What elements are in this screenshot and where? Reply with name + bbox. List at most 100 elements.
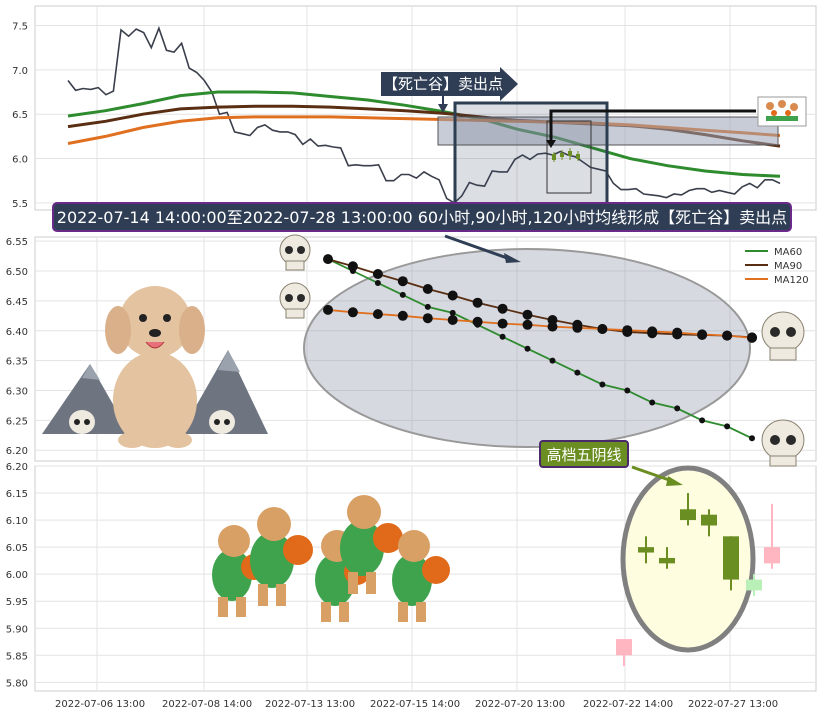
data-point xyxy=(624,387,631,394)
data-point xyxy=(547,321,558,332)
y-tick-label: 7.0 xyxy=(12,66,28,77)
candle-body xyxy=(723,536,739,580)
candle-body xyxy=(680,509,696,521)
data-point xyxy=(447,290,458,301)
y-tick-label: 6.0 xyxy=(12,155,28,166)
data-point xyxy=(374,280,381,286)
data-point xyxy=(323,254,333,265)
legend: MA60 MA90 MA120 xyxy=(745,247,809,286)
data-point xyxy=(622,325,633,336)
legend-ma120: MA120 xyxy=(774,275,809,286)
candle-body xyxy=(616,639,632,656)
y-tick-label: 6.45 xyxy=(6,297,28,308)
data-point xyxy=(597,324,608,334)
y-tick-label: 6.35 xyxy=(6,357,28,368)
banner-pointer xyxy=(444,234,511,261)
y-tick-label: 6.50 xyxy=(6,267,28,278)
x-tick-label: 2022-07-22 14:00 xyxy=(583,699,673,710)
data-point xyxy=(647,326,658,337)
candle-body xyxy=(764,547,780,564)
candle-body xyxy=(638,547,654,553)
data-point xyxy=(522,309,533,320)
skull-icon xyxy=(761,311,805,361)
y-tick-label: 6.20 xyxy=(6,446,28,457)
data-point xyxy=(422,313,433,324)
data-point xyxy=(499,333,506,340)
x-tick-label: 2022-07-13 13:00 xyxy=(265,699,355,710)
data-point xyxy=(697,329,708,340)
data-point xyxy=(649,399,656,406)
x-tick-label: 2022-07-20 13:00 xyxy=(475,699,565,710)
legend-ma60: MA60 xyxy=(774,247,802,258)
death-valley-callout-label: 【死亡谷】卖出点 xyxy=(383,75,503,93)
series-line-close xyxy=(67,25,781,204)
title-banner: 2022-07-14 14:00:00至2022-07-28 13:00:00 … xyxy=(52,202,792,232)
data-point xyxy=(747,332,757,343)
data-point xyxy=(497,318,508,329)
candle-body xyxy=(659,557,675,564)
data-point xyxy=(672,327,683,338)
skull-icon xyxy=(279,282,311,319)
data-point xyxy=(522,319,533,330)
zoom-connector xyxy=(549,109,756,142)
data-point xyxy=(574,369,581,376)
data-point xyxy=(524,345,531,352)
y-tick-label: 5.85 xyxy=(6,651,28,662)
data-point xyxy=(447,315,458,325)
data-point xyxy=(424,303,431,310)
poodle-on-rocks-illustration xyxy=(42,286,268,448)
y-tick-label: 5.95 xyxy=(6,597,28,608)
data-point xyxy=(347,307,358,318)
data-point xyxy=(422,284,433,294)
candle-body xyxy=(746,579,762,591)
data-point xyxy=(397,310,408,321)
y-tick-label: 6.55 xyxy=(6,237,28,248)
candle-body xyxy=(701,514,717,526)
data-point xyxy=(699,417,706,424)
data-point xyxy=(372,269,383,279)
y-tick-label: 6.5 xyxy=(12,110,28,121)
pattern-callout-label: 高档五阴线 xyxy=(546,446,621,464)
zoom-connector-arrowhead xyxy=(546,140,556,148)
y-tick-label: 6.20 xyxy=(6,462,28,473)
dogs-basketball-illustration xyxy=(212,495,450,622)
series-line-ma60 xyxy=(327,258,753,440)
x-tick-label: 2022-07-15 14:00 xyxy=(370,699,460,710)
data-point xyxy=(722,330,733,341)
title-banner-text: 2022-07-14 14:00:00至2022-07-28 13:00:00 … xyxy=(57,208,787,227)
y-tick-label: 5.80 xyxy=(6,678,28,689)
y-tick-label: 6.00 xyxy=(6,570,28,581)
data-point xyxy=(397,276,408,287)
data-point xyxy=(449,309,456,316)
x-tick-label: 2022-07-08 14:00 xyxy=(162,699,252,710)
data-point xyxy=(674,405,681,412)
data-point xyxy=(372,309,383,320)
series-line-ma60 xyxy=(67,90,781,178)
data-point xyxy=(472,316,483,327)
x-tick-label: 2022-07-06 13:00 xyxy=(55,699,145,710)
data-point xyxy=(572,322,583,333)
data-point xyxy=(724,423,731,430)
skull-icon xyxy=(279,234,311,271)
data-point xyxy=(497,303,508,314)
pattern-callout: 高档五阴线 xyxy=(539,440,683,486)
skull-icon xyxy=(761,419,805,467)
dog-basketball-thumbnail-icon xyxy=(757,96,807,127)
y-tick-label: 6.25 xyxy=(6,416,28,427)
y-tick-label: 7.5 xyxy=(12,22,28,33)
y-tick-label: 6.40 xyxy=(6,327,28,338)
x-tick-label: 2022-07-27 13:00 xyxy=(688,699,778,710)
y-tick-label: 5.90 xyxy=(6,624,28,635)
banner-pointer-arrowhead xyxy=(504,253,521,263)
legend-ma90: MA90 xyxy=(774,261,802,272)
data-point xyxy=(749,435,755,442)
mini-candles-icon xyxy=(552,148,580,162)
y-tick-label: 6.10 xyxy=(6,516,28,527)
candle-pattern-ellipse xyxy=(620,465,756,653)
data-point xyxy=(347,261,358,272)
data-point xyxy=(399,291,406,298)
data-point xyxy=(599,381,606,388)
data-point xyxy=(549,357,556,364)
